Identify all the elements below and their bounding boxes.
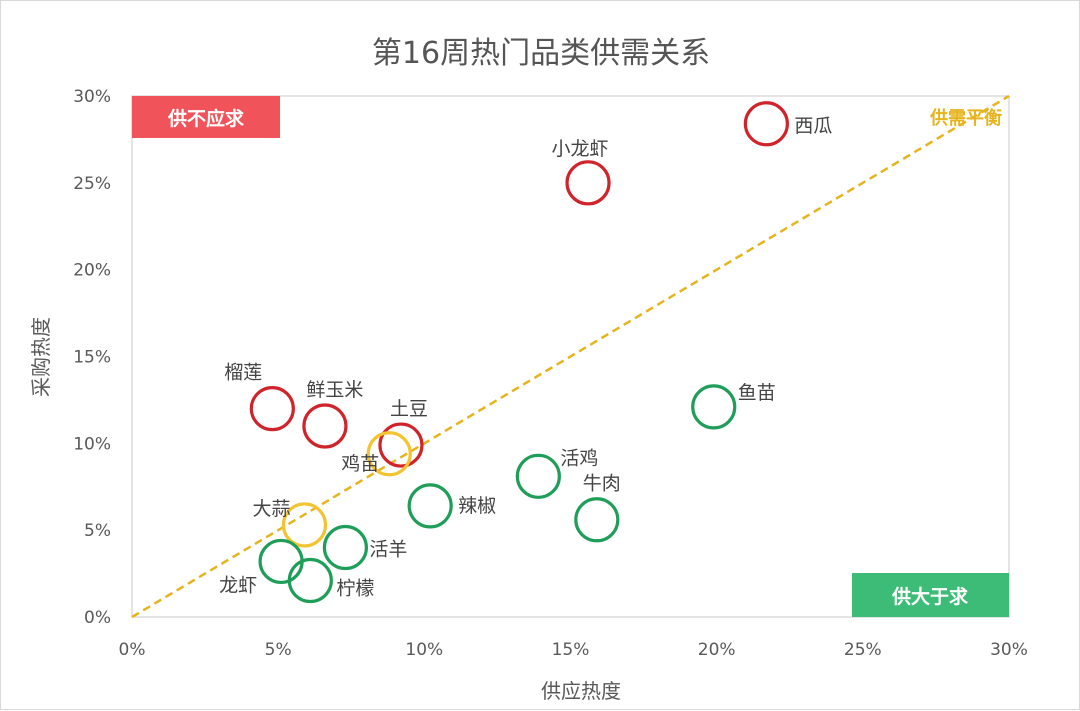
chart-title: 第16周热门品类供需关系: [372, 36, 710, 71]
data-point-marker: [515, 453, 561, 499]
undersupply-badge-label: 供不应求: [167, 107, 245, 130]
data-point-label: 柠檬: [336, 578, 374, 600]
y-tick-label: 0%: [84, 608, 111, 628]
data-point-marker: [565, 160, 611, 206]
data-point-label: 小龙虾: [552, 138, 609, 160]
data-point-label: 辣椒: [458, 495, 496, 517]
y-tick-label: 10%: [73, 434, 111, 454]
data-point-marker: [302, 403, 348, 449]
data-point-label: 活鸡: [560, 447, 598, 469]
data-point-marker: [366, 431, 412, 477]
data-point-marker: [743, 101, 789, 147]
y-tick-label: 15%: [73, 348, 111, 368]
undersupply-badge: [132, 96, 280, 138]
y-tick-label: 20%: [73, 261, 111, 281]
data-point-marker: [691, 384, 737, 430]
x-tick-label: 10%: [405, 640, 443, 660]
oversupply-badge: [852, 573, 1009, 617]
x-tick-label: 15%: [552, 640, 590, 660]
x-tick-label: 20%: [698, 640, 736, 660]
y-tick-label: 25%: [73, 174, 111, 194]
data-point-marker: [287, 557, 333, 604]
x-tick-label: 0%: [119, 640, 146, 660]
oversupply-badge-label: 供大于求: [891, 585, 969, 608]
balance-label: 供需平衡: [929, 107, 1002, 129]
data-point-label: 鲜玉米: [306, 379, 363, 401]
data-point-label: 榴莲: [224, 362, 262, 384]
x-tick-label: 5%: [265, 640, 292, 660]
data-point-label: 龙虾: [219, 574, 257, 596]
data-point-marker: [281, 502, 328, 548]
y-tick-label: 30%: [73, 87, 111, 107]
x-axis-label: 供应热度: [541, 679, 621, 703]
y-axis-label: 采购热度: [29, 317, 53, 397]
data-point-label: 土豆: [390, 398, 428, 420]
data-point-label: 大蒜: [252, 498, 290, 520]
data-point-label: 西瓜: [794, 115, 832, 137]
data-point-label: 牛肉: [583, 473, 621, 495]
data-point-label: 鱼苗: [738, 382, 776, 404]
x-tick-label: 30%: [990, 640, 1028, 660]
supply-demand-balance-line: [131, 94, 1010, 619]
data-point-marker: [407, 483, 453, 529]
data-point-marker: [574, 497, 620, 543]
y-axis: 0% 5% 10% 15% 20% 25% 30%: [73, 87, 111, 628]
data-point-marker: [378, 422, 424, 468]
x-tick-label: 25%: [844, 640, 882, 660]
data-point-label: 活羊: [369, 539, 407, 561]
data-point-marker: [322, 524, 369, 571]
x-axis: 0% 5% 10% 15% 20% 25% 30%: [119, 640, 1028, 660]
data-point-marker: [249, 386, 295, 432]
y-tick-label: 5%: [84, 521, 111, 541]
data-point-label: 鸡苗: [341, 453, 379, 475]
